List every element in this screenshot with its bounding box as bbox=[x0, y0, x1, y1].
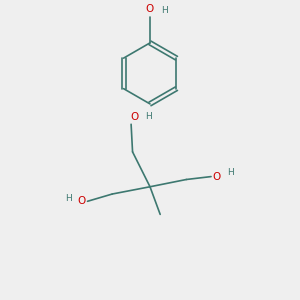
Text: H: H bbox=[227, 168, 234, 177]
Text: O: O bbox=[78, 196, 86, 206]
Text: O: O bbox=[130, 112, 138, 122]
Text: O: O bbox=[146, 4, 154, 14]
Text: H: H bbox=[161, 6, 168, 15]
Text: H: H bbox=[145, 112, 152, 121]
Text: H: H bbox=[65, 194, 71, 203]
Text: O: O bbox=[212, 172, 221, 182]
